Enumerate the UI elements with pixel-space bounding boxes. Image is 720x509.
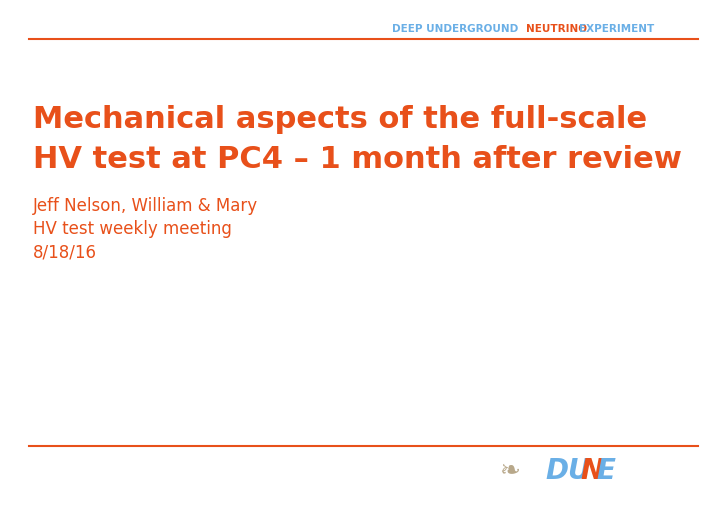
Text: Mechanical aspects of the full-scale: Mechanical aspects of the full-scale bbox=[33, 104, 647, 133]
Text: Jeff Nelson, William & Mary: Jeff Nelson, William & Mary bbox=[33, 197, 258, 215]
Text: N: N bbox=[580, 457, 603, 485]
Text: ❧: ❧ bbox=[500, 459, 521, 483]
Text: 8/18/16: 8/18/16 bbox=[33, 243, 97, 261]
Text: E: E bbox=[596, 457, 615, 485]
Text: DEEP UNDERGROUND: DEEP UNDERGROUND bbox=[392, 24, 522, 34]
Text: HV test at PC4 – 1 month after review: HV test at PC4 – 1 month after review bbox=[33, 145, 682, 174]
Text: EXPERIMENT: EXPERIMENT bbox=[579, 24, 654, 34]
Text: NEUTRINO: NEUTRINO bbox=[526, 24, 590, 34]
Text: DU: DU bbox=[545, 457, 590, 485]
Text: HV test weekly meeting: HV test weekly meeting bbox=[33, 220, 232, 238]
